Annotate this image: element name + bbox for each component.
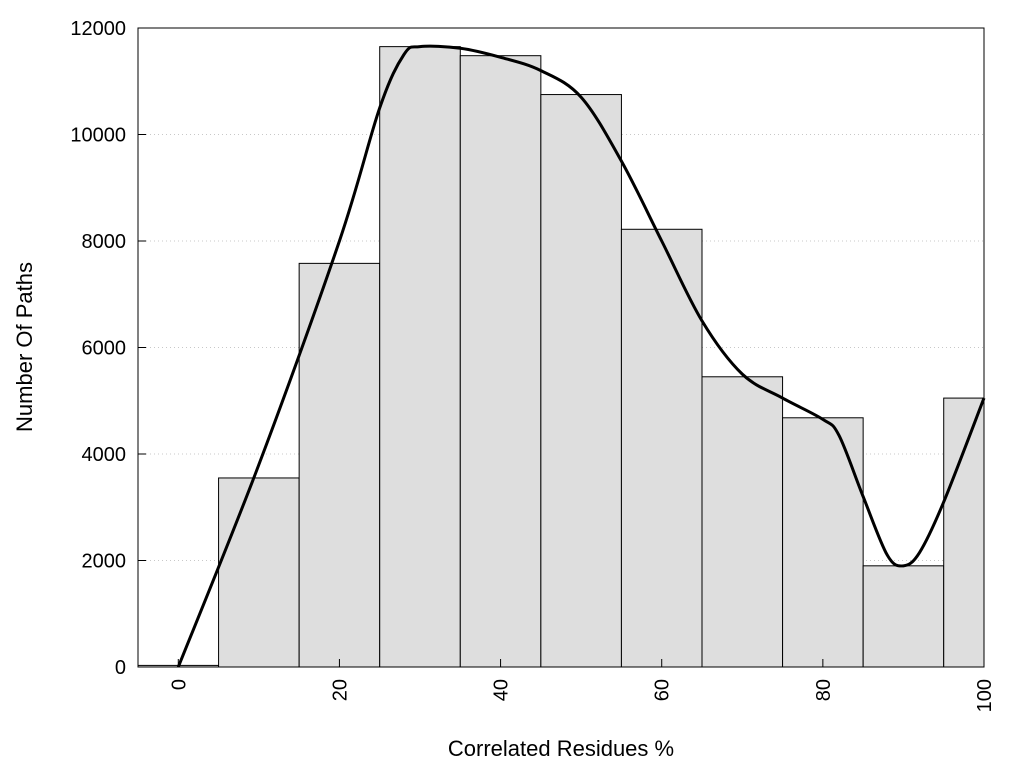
y-tick-label-2000: 2000 bbox=[82, 551, 127, 573]
bars bbox=[137, 46, 985, 668]
x-tick-label-0: 0 bbox=[168, 679, 190, 690]
bar-20 bbox=[298, 262, 381, 668]
bar-30 bbox=[379, 46, 461, 668]
x-tick-label-80: 80 bbox=[813, 679, 835, 701]
y-tick-label-8000: 8000 bbox=[82, 231, 127, 253]
y-tick-label-0: 0 bbox=[115, 657, 126, 679]
bar-50 bbox=[540, 94, 622, 668]
y-axis-title: Number Of Paths bbox=[12, 262, 37, 432]
y-tick-label-12000: 12000 bbox=[70, 18, 126, 40]
y-tick-label-6000: 6000 bbox=[82, 338, 127, 360]
y-tick-label-4000: 4000 bbox=[82, 444, 127, 466]
y-tick-label-10000: 10000 bbox=[70, 125, 126, 147]
bar-100 bbox=[943, 397, 985, 668]
x-tick-label-60: 60 bbox=[652, 679, 674, 701]
x-tick-labels: 0 20 40 60 80 100 bbox=[168, 679, 996, 712]
bar-80 bbox=[782, 417, 864, 668]
x-axis-title: Correlated Residues % bbox=[448, 736, 674, 761]
smoothed-line bbox=[176, 44, 986, 668]
x-tick-label-100: 100 bbox=[974, 679, 996, 712]
x-tick-label-40: 40 bbox=[491, 679, 513, 701]
bar-70 bbox=[701, 376, 784, 668]
bar-10 bbox=[218, 477, 300, 668]
smoothed-line-layer bbox=[176, 44, 986, 668]
bar-60 bbox=[620, 228, 703, 668]
y-tick-labels: 0 2000 4000 6000 8000 10000 12000 bbox=[70, 18, 126, 679]
bar-90 bbox=[862, 565, 945, 668]
x-tick-label-20: 20 bbox=[329, 679, 351, 701]
axis-ticks bbox=[138, 27, 985, 668]
bar-40 bbox=[459, 55, 542, 668]
